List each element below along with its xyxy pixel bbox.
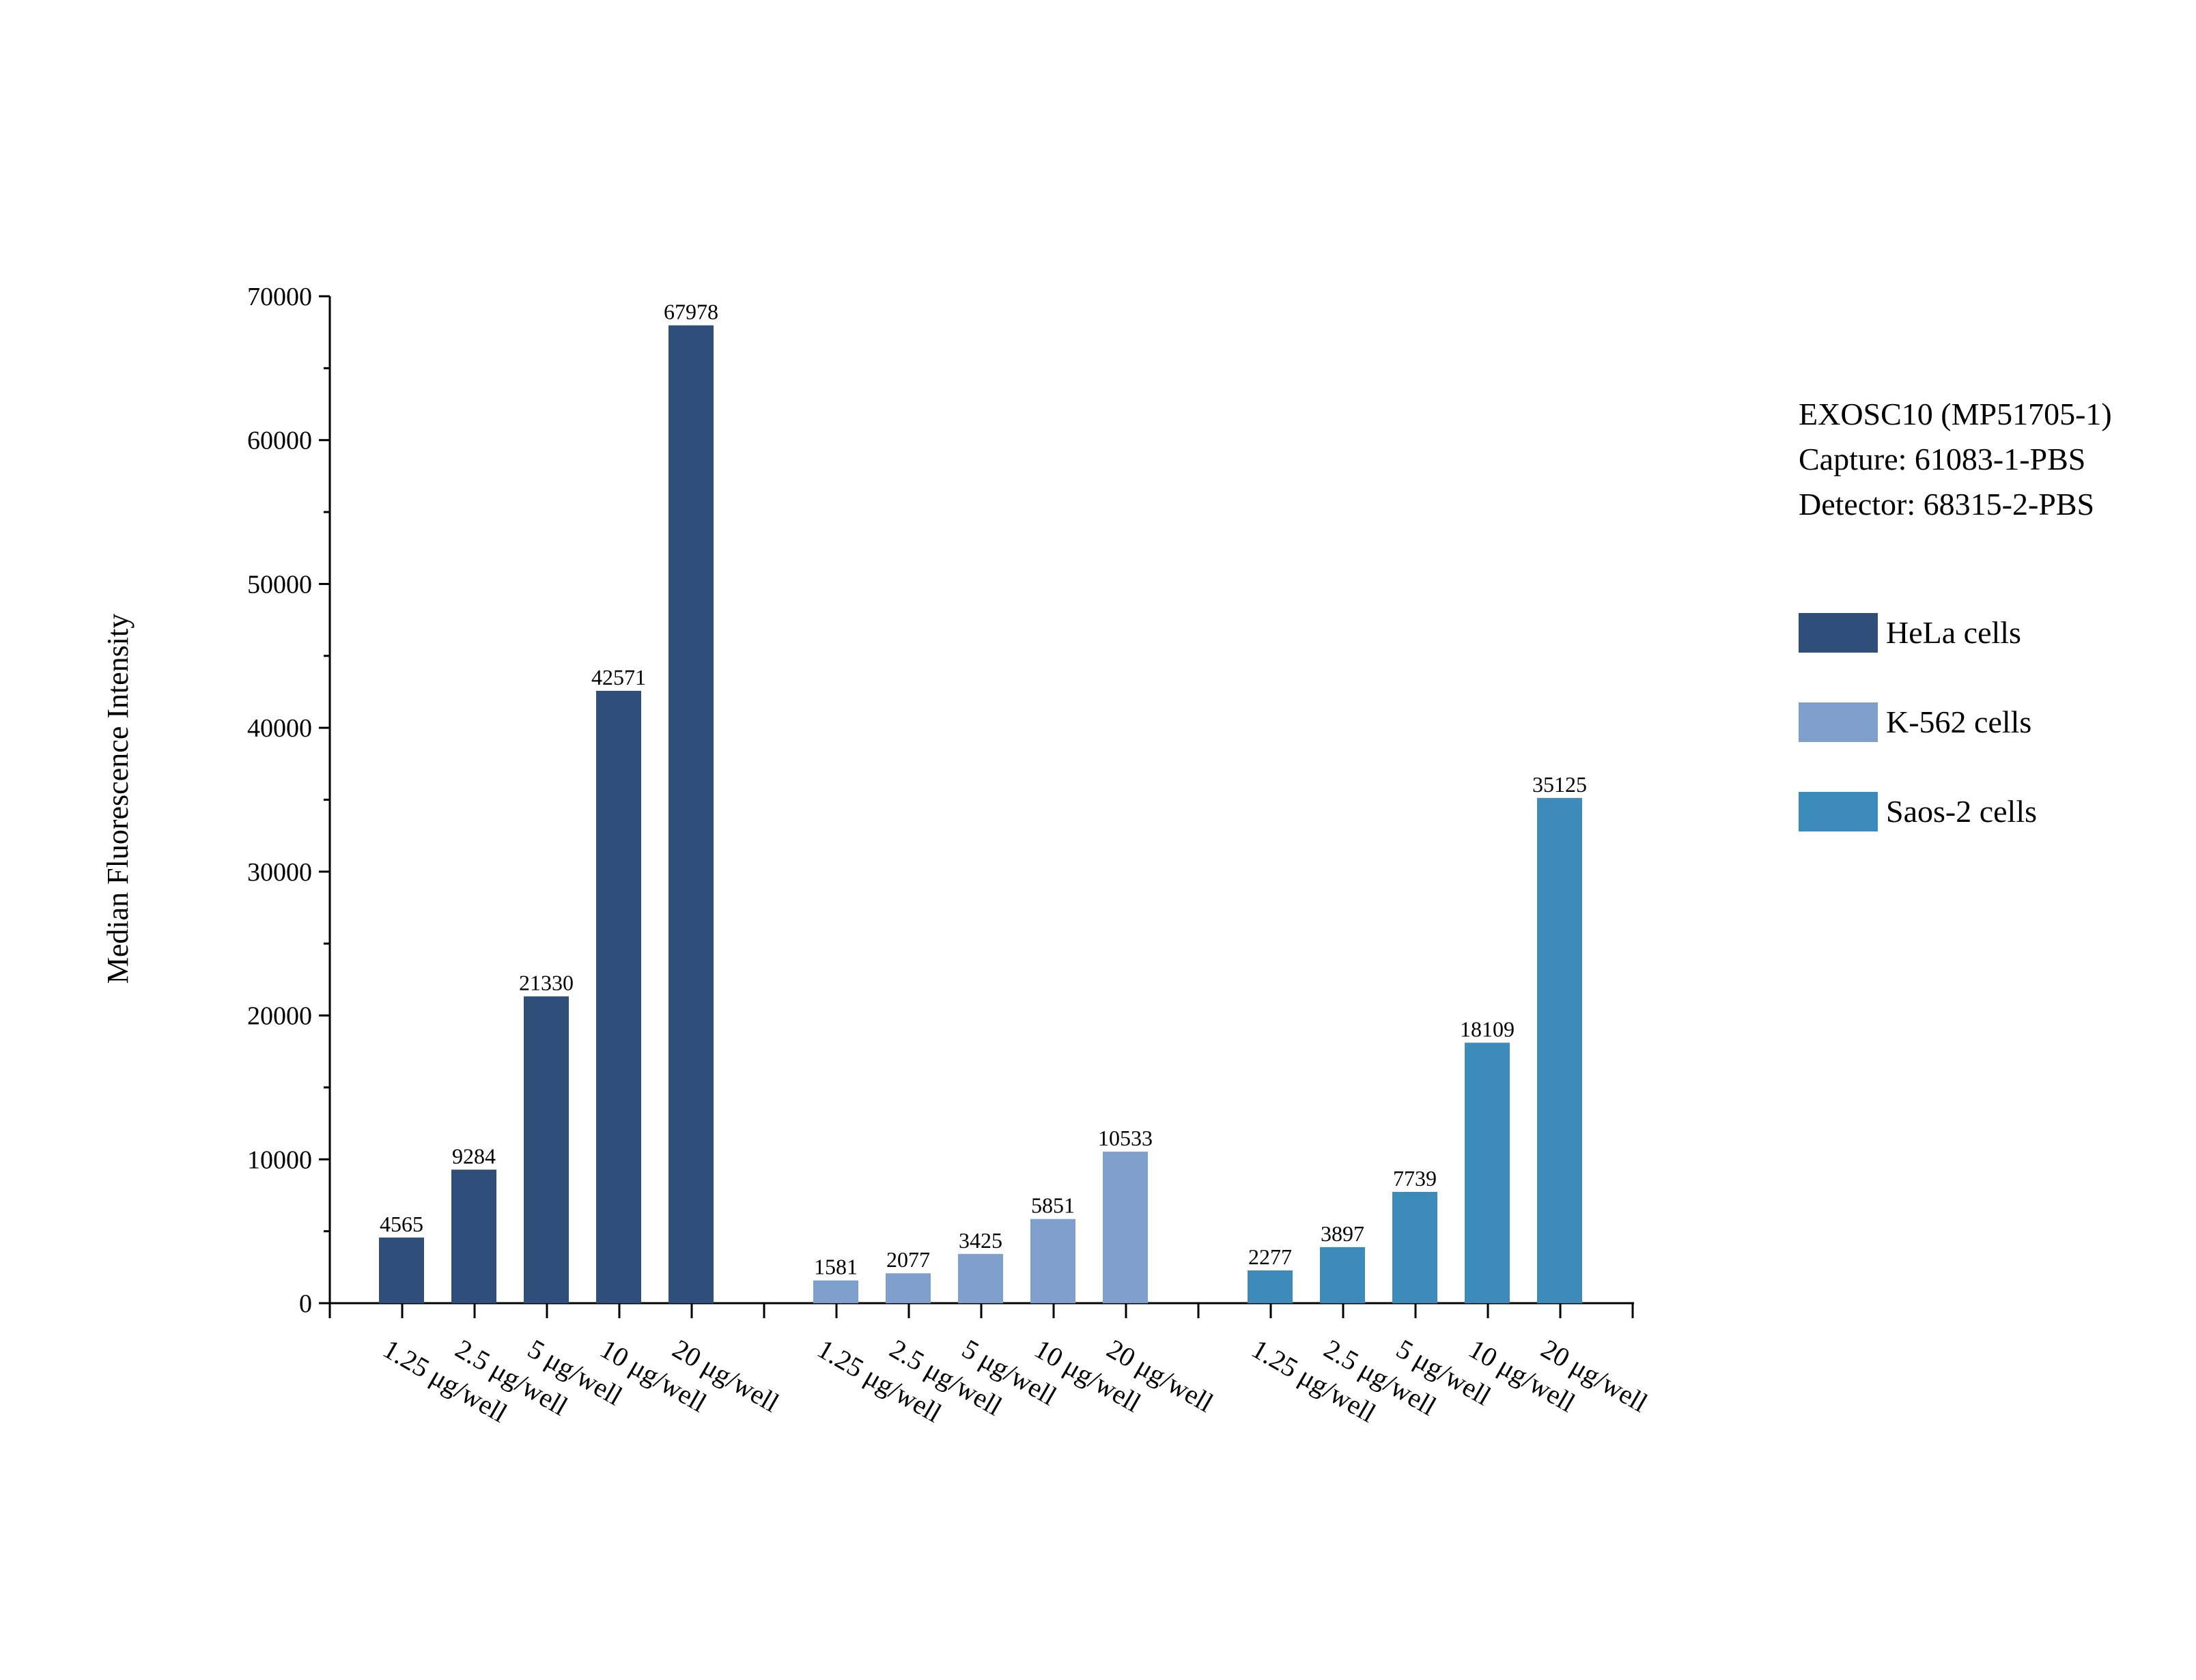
y-tick-label: 60000	[247, 427, 312, 455]
legend-swatch	[1799, 702, 1878, 742]
legend-label: HeLa cells	[1886, 615, 2021, 650]
y-tick-label: 50000	[247, 570, 312, 599]
bar-value-label: 1581	[814, 1255, 858, 1279]
y-tick-label: 20000	[247, 1002, 312, 1031]
bar-value-label: 9284	[452, 1143, 496, 1168]
bar	[379, 1237, 424, 1303]
info-text-line: Capture: 61083-1-PBS	[1799, 442, 2085, 476]
bar	[813, 1280, 858, 1303]
bar	[1465, 1042, 1510, 1303]
info-text-line: Detector: 68315-2-PBS	[1799, 487, 2094, 522]
bar-value-label: 67978	[664, 300, 718, 324]
bar	[1320, 1247, 1365, 1303]
bar	[451, 1169, 496, 1303]
bar	[1030, 1219, 1075, 1303]
legend-swatch	[1799, 613, 1878, 653]
y-tick-label: 70000	[247, 283, 312, 311]
bar	[524, 996, 569, 1303]
legend-swatch	[1799, 792, 1878, 831]
bar-value-label: 35125	[1532, 772, 1587, 797]
bar-value-label: 5851	[1031, 1193, 1075, 1218]
bar	[1392, 1191, 1437, 1303]
bar	[1248, 1270, 1293, 1303]
y-tick-label: 40000	[247, 714, 312, 743]
bar	[1103, 1152, 1148, 1303]
data-labels: 4565 9284 21330 42571 67978 1581 2077 3425 5851 1…	[380, 300, 1587, 1279]
y-axis-title: Median Fluorescence Intensity	[101, 614, 135, 984]
x-axis	[328, 1302, 1634, 1318]
y-tick-label: 30000	[247, 858, 312, 887]
bar	[668, 325, 714, 1303]
bar-value-label: 3897	[1321, 1221, 1364, 1246]
bar-value-label: 2277	[1248, 1244, 1292, 1269]
bar	[886, 1273, 931, 1303]
bar-value-label: 10533	[1098, 1126, 1153, 1150]
bar-value-label: 4565	[380, 1212, 423, 1236]
bar	[596, 690, 641, 1303]
bar-value-label: 21330	[519, 971, 574, 995]
bar	[958, 1253, 1003, 1303]
y-tick-label: 10000	[247, 1145, 312, 1174]
chart-info-text: EXOSC10 (MP51705-1) Capture: 61083-1-PBS D…	[1799, 397, 2112, 522]
bar-value-label: 18109	[1460, 1016, 1515, 1041]
info-text-line: EXOSC10 (MP51705-1)	[1799, 397, 2112, 431]
legend-label: Saos-2 cells	[1886, 794, 2037, 829]
legend: HeLa cells K-562 cells Saos-2 cells	[1799, 613, 2037, 831]
bar	[1537, 797, 1582, 1303]
y-tick-label: 0	[299, 1290, 312, 1318]
bar-value-label: 3425	[959, 1228, 1002, 1253]
bar-value-label: 7739	[1393, 1166, 1437, 1191]
bar-value-label: 42571	[591, 665, 646, 689]
legend-label: K-562 cells	[1886, 704, 2031, 739]
bar-value-label: 2077	[886, 1247, 930, 1272]
bars	[379, 325, 1582, 1303]
y-axis: 0 10000 20000 30000 40000 50000 60000 70000	[247, 283, 331, 1318]
